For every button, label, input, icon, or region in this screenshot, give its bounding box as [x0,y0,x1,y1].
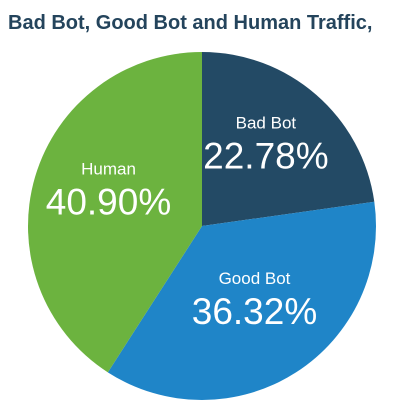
slice-label-human: Human [81,160,136,179]
slice-label-good-bot: Good Bot [219,269,291,288]
pie-slice-human [28,52,203,373]
pie-slice-bad-bot [202,52,375,226]
slice-value-good-bot: 36.32% [192,291,318,332]
slice-label-bad-bot: Bad Bot [236,114,297,133]
slice-value-bad-bot: 22.78% [203,136,329,177]
chart-title: Bad Bot, Good Bot and Human Traffic, [8,12,373,34]
pie-slice-good-bot [107,201,376,400]
slice-value-human: 40.90% [46,182,172,223]
